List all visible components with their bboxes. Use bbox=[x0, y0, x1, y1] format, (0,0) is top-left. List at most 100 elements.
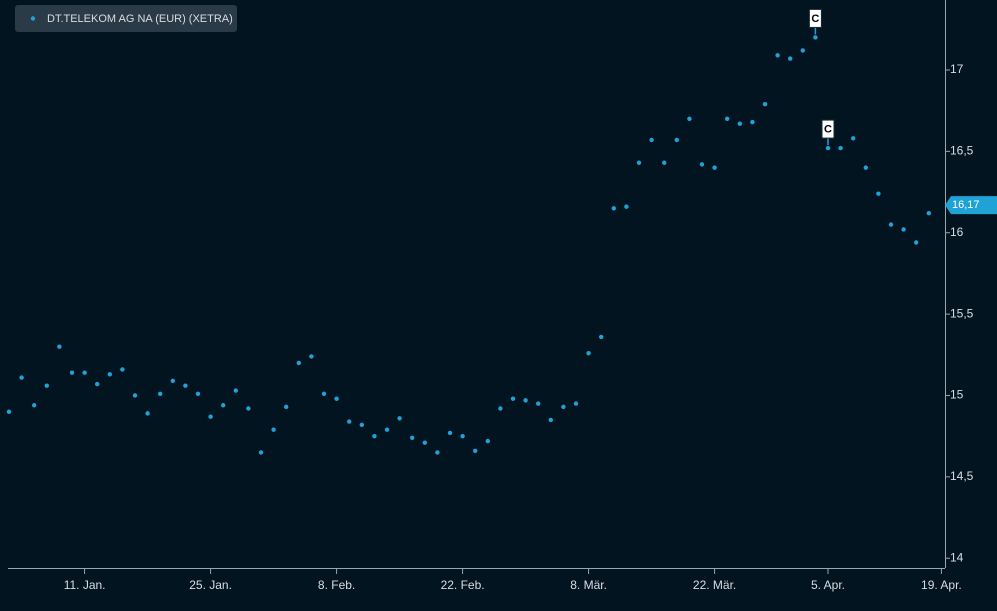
data-point bbox=[6, 409, 12, 414]
data-point bbox=[397, 416, 402, 421]
data-point bbox=[435, 450, 440, 455]
data-point bbox=[447, 430, 453, 436]
data-point bbox=[599, 334, 604, 340]
y-tick-label: 15 bbox=[950, 388, 964, 402]
data-point bbox=[233, 388, 238, 393]
data-point bbox=[662, 160, 667, 165]
data-point bbox=[296, 360, 301, 366]
data-point bbox=[510, 396, 516, 401]
data-point bbox=[158, 391, 163, 397]
data-point bbox=[82, 370, 87, 375]
data-point bbox=[183, 383, 188, 388]
y-tick-label: 16 bbox=[950, 225, 964, 239]
data-point bbox=[800, 48, 805, 53]
data-point bbox=[170, 378, 175, 384]
data-point bbox=[876, 191, 881, 196]
data-point bbox=[674, 137, 679, 143]
data-point bbox=[195, 391, 201, 397]
data-point bbox=[246, 406, 251, 411]
data-point bbox=[888, 222, 894, 227]
last-price-label: 16,17 bbox=[952, 199, 980, 211]
annotation-box bbox=[821, 119, 835, 139]
data-point bbox=[548, 417, 553, 423]
x-tick-label: 11. Jan. bbox=[64, 578, 106, 592]
data-point bbox=[95, 381, 100, 387]
data-point bbox=[750, 119, 755, 125]
x-tick-label: 8. Mär. bbox=[570, 578, 607, 592]
data-point bbox=[107, 372, 113, 377]
legend-box bbox=[15, 5, 237, 32]
data-point bbox=[347, 419, 352, 424]
data-point bbox=[271, 427, 276, 432]
annotation-label: C bbox=[824, 124, 832, 136]
data-point bbox=[69, 370, 75, 375]
data-point bbox=[636, 160, 642, 165]
data-point bbox=[284, 404, 289, 410]
data-point bbox=[649, 137, 654, 143]
data-point bbox=[145, 411, 150, 416]
data-point bbox=[485, 438, 490, 444]
data-point bbox=[699, 162, 705, 167]
data-point bbox=[384, 427, 390, 432]
data-point bbox=[536, 401, 541, 406]
data-point bbox=[851, 136, 856, 141]
legend-label: DT.TELEKOM AG NA (EUR) (XETRA) bbox=[47, 13, 233, 25]
data-point bbox=[473, 448, 478, 454]
y-tick-label: 17 bbox=[950, 62, 964, 76]
data-point bbox=[914, 240, 919, 245]
data-point bbox=[132, 393, 138, 398]
data-point bbox=[19, 375, 24, 380]
x-tick-label: 19. Apr. bbox=[921, 578, 962, 592]
data-point bbox=[57, 344, 62, 349]
annotation-label: C bbox=[811, 13, 819, 25]
data-point bbox=[725, 116, 730, 122]
data-point bbox=[498, 406, 503, 411]
x-tick-label: 5. Apr. bbox=[811, 578, 845, 592]
data-point bbox=[422, 440, 427, 445]
data-point bbox=[687, 116, 692, 122]
data-point bbox=[825, 145, 831, 151]
data-point bbox=[586, 350, 591, 356]
data-point bbox=[208, 414, 213, 419]
data-point bbox=[813, 35, 818, 40]
y-tick-label: 14,5 bbox=[950, 469, 974, 483]
data-point bbox=[561, 404, 566, 410]
data-point bbox=[32, 403, 37, 408]
annotation-box bbox=[808, 8, 822, 28]
data-point bbox=[775, 53, 780, 58]
data-point bbox=[258, 450, 264, 455]
data-point bbox=[863, 165, 868, 170]
data-point bbox=[523, 398, 528, 403]
last-price-tag bbox=[945, 196, 997, 215]
data-point bbox=[321, 391, 327, 397]
data-point bbox=[624, 204, 629, 209]
data-point bbox=[737, 121, 742, 126]
x-tick-label: 22. Feb. bbox=[441, 578, 485, 592]
data-point bbox=[44, 383, 49, 388]
data-point bbox=[838, 145, 843, 151]
y-tick-label: 16,5 bbox=[950, 144, 974, 158]
data-point bbox=[926, 211, 931, 216]
data-point bbox=[611, 206, 616, 211]
data-point bbox=[712, 165, 717, 170]
x-tick-label: 25. Jan. bbox=[189, 578, 232, 592]
y-tick-label: 14 bbox=[950, 550, 964, 564]
data-point bbox=[762, 101, 768, 107]
y-tick-label: 15,5 bbox=[950, 306, 974, 320]
x-tick-label: 8. Feb. bbox=[318, 578, 355, 592]
legend-marker bbox=[30, 16, 36, 21]
data-point bbox=[120, 367, 125, 372]
data-point bbox=[460, 433, 465, 439]
data-point bbox=[309, 354, 314, 359]
data-point bbox=[788, 56, 793, 61]
data-point bbox=[410, 435, 415, 440]
x-tick-label: 22. Mär. bbox=[693, 578, 736, 592]
data-point bbox=[573, 401, 579, 406]
data-point bbox=[359, 422, 364, 427]
data-point bbox=[901, 227, 906, 232]
data-point bbox=[334, 396, 339, 401]
legend: DT.TELEKOM AG NA (EUR) (XETRA) bbox=[15, 5, 237, 32]
data-point bbox=[372, 433, 377, 439]
